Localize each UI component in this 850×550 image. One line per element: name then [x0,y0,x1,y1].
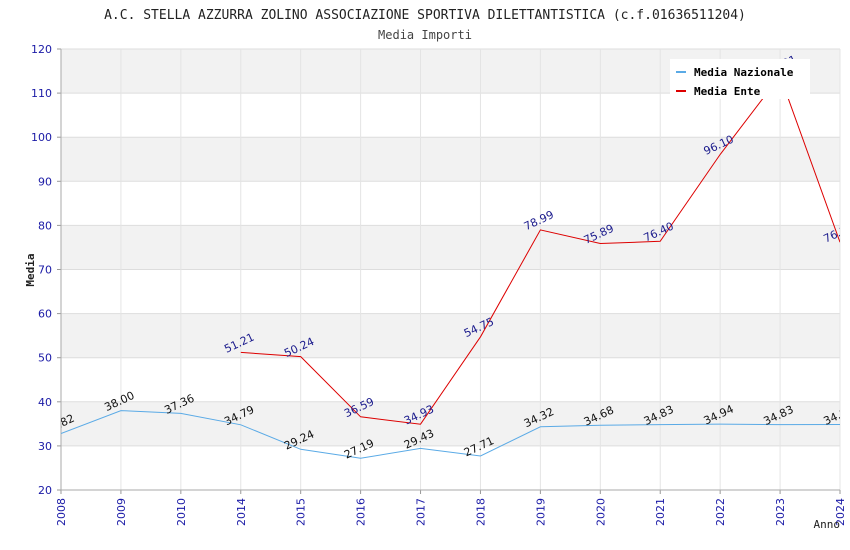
x-tick-label: 2014 [235,498,248,526]
plot-background [61,49,840,490]
y-tick-label: 40 [38,396,52,409]
y-tick-label: 60 [38,308,52,321]
x-tick-label: 2009 [115,498,128,526]
legend: Media Nazionale Media Ente [670,59,810,99]
x-tick-label: 2016 [355,498,368,526]
y-axis-label: Media [24,253,37,286]
x-tick-label: 2017 [415,498,428,526]
y-tick-label: 80 [38,219,52,232]
y-tick-label: 50 [38,352,52,365]
x-tick-label: 2022 [714,498,727,526]
chart-subtitle: Media Importi [378,28,472,42]
y-tick-label: 120 [31,43,52,56]
series-layer [61,74,840,459]
x-tick-label: 2019 [534,498,547,526]
y-tick-label: 110 [31,87,52,100]
legend-entry: Media Ente [694,85,761,98]
chart-title: A.C. STELLA AZZURRA ZOLINO ASSOCIAZIONE … [104,8,746,23]
plot-band [61,313,840,358]
plot-band [61,445,840,490]
plot-band [61,93,840,138]
plot-band [61,181,840,226]
x-tick-label: 2018 [474,498,487,526]
series-line-media-ente [240,74,840,425]
x-tick-label: 2024 [834,498,847,526]
x-axis-label: Anno [814,518,841,531]
y-tick-label: 30 [38,440,52,453]
legend-box [670,59,810,99]
x-tick-label: 2015 [295,498,308,526]
x-tick-label: 2010 [175,498,188,526]
x-tick-label: 2023 [774,498,787,526]
plot-band [61,225,840,270]
axes: 20 30 40 50 60 70 80 90 100 110 120 2008 2009 2010 201… [31,43,847,526]
x-tick-label: 2020 [594,498,607,526]
y-tick-label: 70 [38,264,52,277]
x-tick-label: 2008 [55,498,68,526]
series-line-media-nazionale [61,410,840,459]
plot-band [61,269,840,314]
y-tick-label: 100 [31,131,52,144]
legend-entry: Media Nazionale [694,66,794,79]
y-tick-label: 20 [38,484,52,497]
y-tick-label: 90 [38,175,52,188]
x-tick-label: 2021 [654,498,667,526]
plot-band [61,137,840,182]
